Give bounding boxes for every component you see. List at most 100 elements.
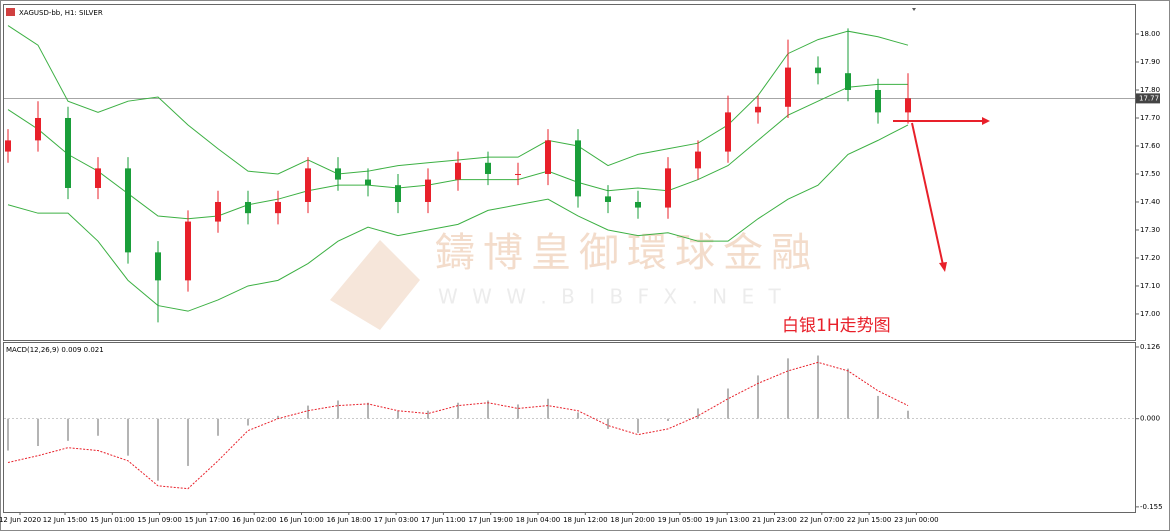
candle-body xyxy=(515,173,521,175)
x-tick-label: 15 Jun 09:00 xyxy=(137,516,181,524)
macd-bar xyxy=(457,402,459,419)
candle-body xyxy=(785,67,791,107)
y-tick-label: -0.155 xyxy=(1140,503,1163,511)
macd-bar xyxy=(727,388,729,419)
macd-bar xyxy=(697,408,699,419)
x-tick-label: 18 Jun 20:00 xyxy=(610,516,654,524)
y-tick-label: 17.60 xyxy=(1140,142,1160,150)
y-tick-label: 18.00 xyxy=(1140,30,1160,38)
annotation: 白银1H走势图 xyxy=(782,316,891,336)
macd-bar xyxy=(37,418,39,446)
macd-bar xyxy=(397,410,399,419)
x-tick-label: 12 Jun 2020 xyxy=(0,516,41,524)
candle-body xyxy=(215,201,221,222)
macd-bar xyxy=(127,418,129,456)
candle-body xyxy=(365,179,371,186)
x-tick-label: 17 Jun 19:00 xyxy=(468,516,512,524)
candle-body xyxy=(35,117,41,141)
macd-bar xyxy=(217,418,219,436)
macd-panel xyxy=(3,342,1136,513)
macd-bar xyxy=(157,418,159,481)
x-tick-label: 23 Jun 00:00 xyxy=(894,516,938,524)
candle-body xyxy=(95,168,101,188)
macd-title: MACD(12,26,9) 0.009 0.021 xyxy=(6,346,104,354)
last-price-label: 17.77 xyxy=(1139,94,1159,102)
candle-body xyxy=(635,201,641,208)
candle-body xyxy=(155,252,161,281)
y-tick-label: 17.70 xyxy=(1140,114,1160,122)
arrow-right-head xyxy=(982,117,990,125)
macd-bar xyxy=(67,418,69,441)
candle-body xyxy=(245,201,251,214)
arrow-down xyxy=(911,122,944,266)
candle-body xyxy=(905,98,911,113)
x-tick-label: 22 Jun 07:00 xyxy=(800,516,844,524)
macd-bar xyxy=(787,358,789,419)
x-tick-label: 12 Jun 15:00 xyxy=(43,516,87,524)
macd-bar xyxy=(847,368,849,419)
candle-body xyxy=(305,168,311,202)
y-tick-label: 17.00 xyxy=(1140,310,1160,318)
macd-bar xyxy=(97,418,99,436)
candle-body xyxy=(5,140,11,152)
y-tick-label: 17.80 xyxy=(1140,86,1160,94)
macd-bar xyxy=(907,410,909,419)
shift-marker xyxy=(912,8,916,11)
x-tick-label: 15 Jun 01:00 xyxy=(90,516,134,524)
price-panel xyxy=(3,4,1136,341)
candle-body xyxy=(395,185,401,202)
candle-body xyxy=(755,106,761,113)
macd-bar xyxy=(817,355,819,419)
candle-body xyxy=(455,162,461,180)
macd-bar xyxy=(637,418,639,433)
candle-body xyxy=(275,201,281,214)
y-tick-label: 17.50 xyxy=(1140,170,1160,178)
candle-body xyxy=(605,196,611,202)
macd-bar xyxy=(367,402,369,419)
macd-bar xyxy=(337,400,339,419)
watermark-name: 鑄博皇御環球金融 xyxy=(435,230,819,276)
x-tick-label: 18 Jun 04:00 xyxy=(516,516,560,524)
x-tick-label: 22 Jun 15:00 xyxy=(847,516,891,524)
candle-body xyxy=(695,151,701,169)
candle-body xyxy=(425,179,431,202)
watermark-logo xyxy=(330,240,420,330)
macd-bar xyxy=(517,404,519,419)
candle-body xyxy=(65,117,71,188)
candle-body xyxy=(665,168,671,208)
macd-bar xyxy=(247,418,249,426)
candle-body xyxy=(545,140,551,174)
x-tick-label: 17 Jun 03:00 xyxy=(374,516,418,524)
candle-body xyxy=(125,168,131,253)
x-tick-label: 21 Jun 23:00 xyxy=(752,516,796,524)
candle-body xyxy=(875,89,881,113)
x-tick-label: 19 Jun 13:00 xyxy=(705,516,749,524)
macd-bar xyxy=(7,418,9,451)
x-tick-label: 15 Jun 17:00 xyxy=(185,516,229,524)
macd-bar xyxy=(427,410,429,419)
y-tick-label: 17.20 xyxy=(1140,254,1160,262)
last-price-tag xyxy=(1136,93,1160,104)
macd-bar xyxy=(607,418,609,429)
candle-body xyxy=(725,112,731,152)
candle-body xyxy=(185,221,191,281)
macd-bar xyxy=(187,418,189,466)
x-tick-label: 18 Jun 12:00 xyxy=(563,516,607,524)
arrow-down-head xyxy=(939,262,947,272)
candle-body xyxy=(575,140,581,197)
x-tick-label: 19 Jun 05:00 xyxy=(658,516,702,524)
window-icon xyxy=(6,8,15,16)
signal-line xyxy=(7,361,909,490)
watermark-url: W W W . B I B F X . N E T xyxy=(438,285,785,309)
macd-bar xyxy=(547,398,549,419)
candle-body xyxy=(485,162,491,174)
y-tick-label: 17.30 xyxy=(1140,226,1160,234)
y-tick-label: 17.90 xyxy=(1140,58,1160,66)
macd-bar xyxy=(577,412,579,419)
chart-title: XAGUSD-bb, H1: SILVER xyxy=(19,9,103,17)
macd-bar xyxy=(757,375,759,419)
macd-bar xyxy=(277,415,279,419)
y-tick-label: 17.10 xyxy=(1140,282,1160,290)
